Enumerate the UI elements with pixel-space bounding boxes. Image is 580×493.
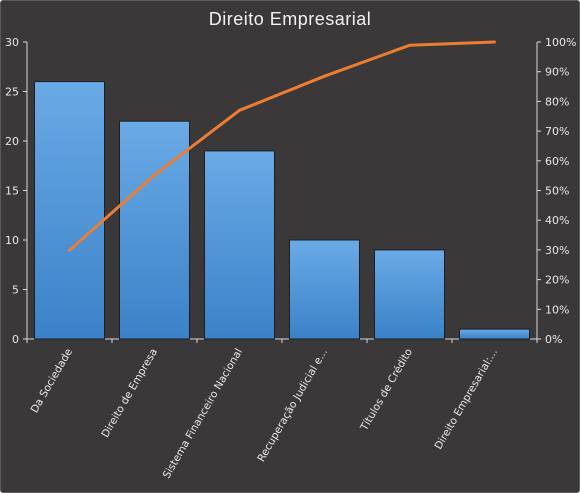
- cumulative-line: [68, 40, 496, 252]
- y-tick-label: 20: [5, 135, 19, 148]
- category-label: Recuperação Judicial e...: [255, 347, 330, 465]
- y2-tick-label: 20%: [545, 274, 569, 287]
- category-labels: Da Sociedade Direito de Empresa Sistema Fi…: [26, 339, 538, 481]
- y2-tick-label: 60%: [545, 155, 569, 168]
- y2-tick-label: 30%: [545, 244, 569, 257]
- category-label: Títulos de Crédito: [358, 347, 415, 434]
- y-tick-label: 10: [5, 234, 19, 247]
- bar: [374, 249, 445, 340]
- y-axis-ticks: 0 5 10 15 20 25 30: [5, 36, 27, 346]
- y2-tick-label: 10%: [545, 303, 569, 316]
- bar: [459, 328, 530, 340]
- y2-tick-label: 50%: [545, 185, 569, 198]
- chart-title: Direito Empresarial: [209, 9, 372, 29]
- category-label: Direito Empresarial:...: [432, 347, 500, 452]
- bar: [289, 239, 360, 340]
- y2-tick-label: 100%: [545, 36, 576, 49]
- category-label: Sistema Financeiro Nacional: [161, 347, 245, 481]
- y-tick-label: 5: [12, 284, 19, 297]
- y2-tick-label: 40%: [545, 214, 569, 227]
- y2-tick-label: 80%: [545, 95, 569, 108]
- bar: [204, 150, 275, 340]
- category-label: Da Sociedade: [29, 347, 76, 416]
- y-tick-label: 25: [5, 86, 19, 99]
- bar-series: [34, 81, 530, 340]
- cumulative-line-series: [68, 40, 496, 252]
- y-tick-label: 0: [12, 333, 19, 346]
- bar: [34, 81, 105, 340]
- secondary-y-axis-ticks: 0% 10% 20% 30% 40% 50% 60% 70% 80% 90% 100%: [537, 36, 576, 346]
- y-tick-label: 30: [5, 36, 19, 49]
- bar: [119, 120, 190, 340]
- category-label: Direito de Empresa: [99, 347, 160, 440]
- y2-tick-label: 70%: [545, 125, 569, 138]
- y-tick-label: 15: [5, 185, 19, 198]
- y2-tick-label: 90%: [545, 66, 569, 79]
- y2-tick-label: 0%: [545, 333, 562, 346]
